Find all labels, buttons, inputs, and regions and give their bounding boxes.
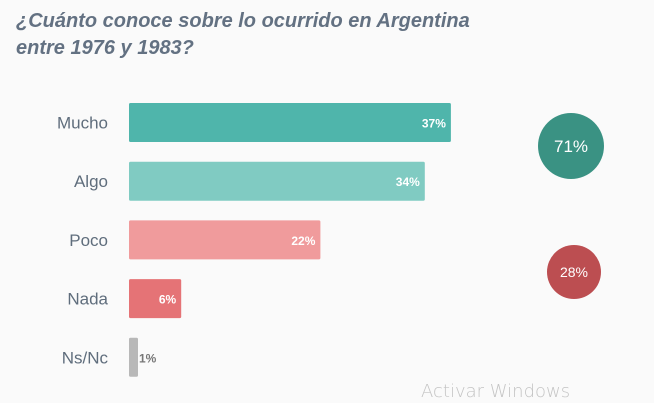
category-label: Algo <box>74 172 108 191</box>
title-line-2: entre 1976 y 1983? <box>16 37 194 59</box>
summary-bubble <box>547 245 601 299</box>
summary-bubble <box>538 113 604 179</box>
value-label: 22% <box>291 234 315 248</box>
bar-mucho <box>129 103 451 142</box>
bar-ns-nc <box>129 337 138 377</box>
value-label: 6% <box>159 293 177 307</box>
summary-label: 71% <box>554 137 588 156</box>
category-label: Nada <box>67 290 108 309</box>
value-label: 1% <box>139 351 157 365</box>
bar-algo <box>129 161 425 201</box>
title-line-1: ¿Cuánto conoce sobre lo ocurrido en Arge… <box>16 10 470 32</box>
value-label: 37% <box>422 117 446 131</box>
chart-title: ¿Cuánto conoce sobre lo ocurrido en Arge… <box>16 8 470 62</box>
category-label: Ns/Nc <box>62 348 109 367</box>
bar-poco <box>129 220 321 260</box>
summary-label: 28% <box>560 264 588 280</box>
value-label: 34% <box>396 175 420 189</box>
windows-activation-watermark: Activar Windows <box>421 381 571 402</box>
category-label: Mucho <box>57 114 108 133</box>
category-label: Poco <box>69 231 108 250</box>
bar-nada <box>129 279 182 319</box>
